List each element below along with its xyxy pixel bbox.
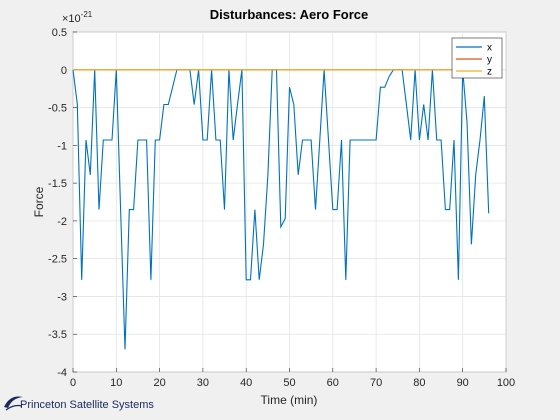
x-tick-label: 20: [153, 377, 165, 389]
x-tick-label: 0: [70, 377, 76, 389]
x-tick-label: 100: [497, 377, 515, 389]
y-tick-label: -2.5: [48, 254, 67, 266]
series-line-x: [72, 69, 490, 350]
y-axis-ticks: -4 -3.5 -3 -2.5 -2 -1.5 -1 -0.5 0 0.5: [48, 27, 77, 379]
legend: xyz: [451, 37, 503, 79]
y-tick-label: -3.5: [48, 329, 67, 341]
y-axis-label: Force: [32, 186, 46, 217]
y-tick-label: -0.5: [48, 103, 67, 115]
y-tick-label: 0: [61, 65, 67, 77]
x-tick-label: 70: [370, 377, 382, 389]
x-tick-label: 80: [413, 377, 425, 389]
x-tick-label: 90: [457, 377, 469, 389]
company-name: Princeton Satellite Systems: [20, 399, 154, 411]
chart-title: Disturbances: Aero Force: [210, 7, 368, 22]
x-axis-ticks: 0 10 20 30 40 50 60 70 80 90 100: [70, 368, 515, 389]
x-axis-label: Time (min): [261, 393, 318, 407]
x-tick-label: 30: [197, 377, 209, 389]
x-tick-label: 40: [240, 377, 252, 389]
legend-label-x: x: [487, 43, 492, 54]
legend-box: [451, 37, 503, 79]
y-tick-label: -4: [57, 367, 67, 379]
legend-label-y: y: [487, 55, 492, 66]
x-tick-label: 10: [110, 377, 122, 389]
y-tick-label: -1: [57, 140, 67, 152]
y-tick-label: -1.5: [48, 178, 67, 190]
legend-label-z: z: [487, 67, 492, 78]
y-tick-label: 0.5: [52, 27, 67, 39]
y-tick-label: -3: [57, 291, 67, 303]
series-layer: [72, 69, 490, 350]
company-logo-icon: [4, 396, 23, 411]
y-tick-label: -2: [57, 216, 67, 228]
exponent-label: ×10-21: [62, 10, 93, 25]
x-tick-label: 60: [327, 377, 339, 389]
x-tick-label: 50: [283, 377, 295, 389]
